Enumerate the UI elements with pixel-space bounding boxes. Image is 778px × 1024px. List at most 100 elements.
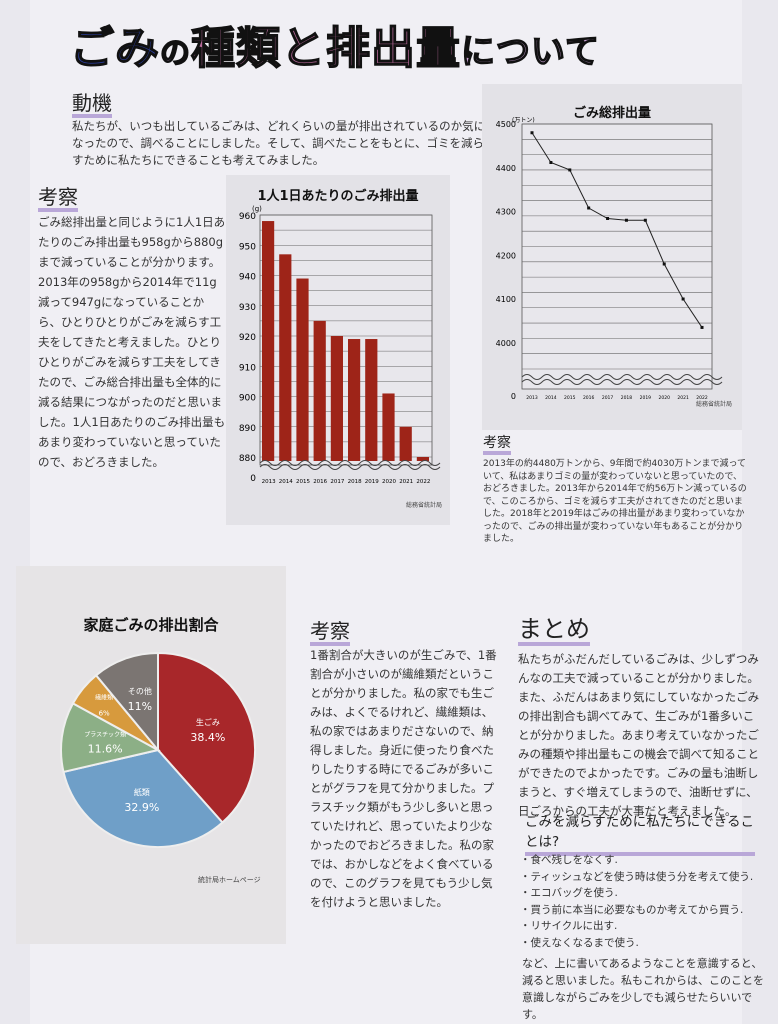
axis-break — [521, 379, 723, 385]
x-tick-label: 2018 — [621, 395, 633, 401]
y-tick-label: 4000 — [496, 339, 516, 348]
slice-label: 紙類 — [134, 787, 150, 797]
action-item: ・買う前に本当に必要なものか考えてから買う. — [520, 903, 744, 916]
pie-chart-card: 家庭ごみの排出割合 生ごみ 38.4% 紙類 32.9% プラスチック類 11.6% 繊維類… — [16, 566, 286, 944]
bar-chart-card: 1人1日あたりのごみ排出量 (g) 960 950 940 930 920 910 900 89… — [226, 175, 450, 525]
y-tick-label: 4300 — [496, 208, 516, 217]
title-part: の — [159, 35, 191, 72]
slice-label: プラスチック類 — [84, 731, 126, 739]
slice-label: その他 — [128, 686, 152, 696]
y-tick-label: 900 — [239, 394, 256, 404]
x-tick-label: 2013 — [526, 395, 538, 401]
y-tick-label: 4500 — [496, 120, 516, 129]
summary-text: 私たちがふだんだしているごみは、少しずつみんなの工夫で減っていることが分かりまし… — [518, 652, 760, 818]
slice-value: 6% — [99, 710, 110, 718]
title-part: について — [460, 31, 600, 73]
bar — [296, 278, 309, 461]
summary-heading: まとめ — [518, 616, 590, 647]
actions-heading: ごみを減らすために私たちにできることは? — [525, 812, 755, 856]
slice-value: 38.4% — [190, 731, 225, 744]
y-tick-label: 880 — [239, 454, 256, 464]
bar-chart-title: 1人1日あたりのごみ排出量 — [257, 189, 419, 204]
y-tick-label: 0 — [250, 474, 256, 484]
pie-slice — [94, 651, 159, 753]
bar — [279, 254, 292, 461]
x-tick-label: 2017 — [602, 395, 614, 401]
pie-slice — [62, 748, 224, 848]
y-tick-label: 890 — [239, 424, 256, 434]
y-tick-label: 910 — [239, 363, 256, 373]
action-item: ・リサイクルに出す. — [520, 920, 618, 932]
bar-chart-source: 総務省統計局 — [405, 502, 442, 509]
x-tick-label: 2019 — [640, 395, 652, 401]
x-tick-label: 2019 — [365, 479, 379, 485]
y-tick-label: 930 — [239, 303, 256, 313]
data-point — [662, 262, 666, 266]
x-tick-label: 2015 — [564, 395, 576, 401]
data-point — [606, 217, 610, 220]
action-item: ・使えなくなるまで使う. — [520, 936, 639, 949]
consideration2-text: 2013年の約4480万トンから、9年間で約4030万トンまで減っていて、私はあ… — [483, 459, 747, 544]
plot-area — [521, 123, 713, 390]
pie-chart-source: 統計局ホームページ — [198, 876, 261, 884]
data-point — [681, 297, 685, 301]
action-item: ・エコバッグを使う. — [520, 887, 618, 899]
axis-break — [521, 374, 723, 380]
x-tick-label: 2020 — [658, 395, 670, 401]
data-point — [700, 325, 704, 329]
data-point — [587, 206, 591, 210]
x-tick-label: 2021 — [677, 395, 689, 401]
slice-value: 11.6% — [88, 743, 123, 756]
line-chart-title: ごみ総排出量 — [572, 106, 651, 121]
y-tick-label: 4200 — [496, 251, 516, 260]
axis-break — [259, 464, 441, 470]
x-tick-label: 2021 — [399, 479, 413, 485]
x-tick-label: 2015 — [296, 479, 310, 485]
slice-value: 32.9% — [124, 801, 159, 814]
data-line — [531, 132, 703, 328]
slice-value: 11% — [128, 700, 152, 713]
slice-label: 生ごみ — [196, 717, 220, 727]
pie-slice — [60, 702, 161, 774]
x-tick-label: 2016 — [583, 395, 595, 401]
actions-list: ・食べ残しをなくす. ・ティッシュなどを使う時は使う分を考えて使う. ・エコバッグを… — [520, 852, 770, 951]
x-tick-label: 2014 — [545, 395, 557, 401]
data-point — [624, 218, 628, 222]
consideration2-heading: 考察 — [483, 435, 511, 456]
data-point — [530, 131, 534, 135]
bar — [262, 221, 275, 461]
axis-break — [259, 460, 441, 466]
x-tick-label: 2016 — [313, 479, 327, 485]
consideration3-heading: 考察 — [310, 620, 350, 646]
title-part: ごみ — [69, 22, 160, 75]
action-item: ・食べ残しをなくす. — [520, 854, 618, 866]
x-tick-label: 2022 — [696, 395, 708, 401]
y-tick-label: 0 — [511, 392, 516, 401]
actions-closing: など、上に書いてあるようなことを意識すると、減ると思いました。私もこれからは、こ… — [522, 957, 764, 1021]
x-tick-label: 2020 — [382, 479, 396, 485]
data-point — [549, 161, 553, 164]
y-unit: (万トン) — [512, 117, 535, 124]
bar — [330, 336, 343, 461]
motivation-heading: 動機 — [72, 92, 112, 118]
x-tick-label: 2017 — [330, 479, 344, 485]
bar — [382, 393, 395, 461]
x-tick-label: 2018 — [348, 479, 362, 485]
data-point — [643, 218, 647, 222]
title-part: 種類と排出量 — [190, 22, 461, 75]
y-tick-label: 4400 — [496, 164, 516, 173]
pie-chart: 生ごみ 38.4% 紙類 32.9% プラスチック類 11.6% 繊維類 6% その他 11% — [60, 651, 256, 848]
y-tick-label: 940 — [239, 273, 256, 283]
bar — [313, 320, 326, 461]
consideration3-text: 1番割合が大きいのが生ごみで、1番割合が小さいのが繊維類だということが分かりまし… — [310, 648, 497, 909]
bar — [365, 339, 378, 461]
y-tick-label: 950 — [239, 242, 256, 252]
line-chart-source: 総務省統計局 — [695, 401, 732, 408]
y-tick-label: 920 — [239, 333, 256, 343]
x-tick-label: 2013 — [262, 479, 276, 485]
y-tick-label: 4100 — [496, 295, 516, 304]
pie-slice — [157, 651, 256, 824]
consideration1-heading: 考察 — [38, 186, 78, 212]
bar — [399, 426, 412, 461]
bar — [348, 339, 361, 461]
